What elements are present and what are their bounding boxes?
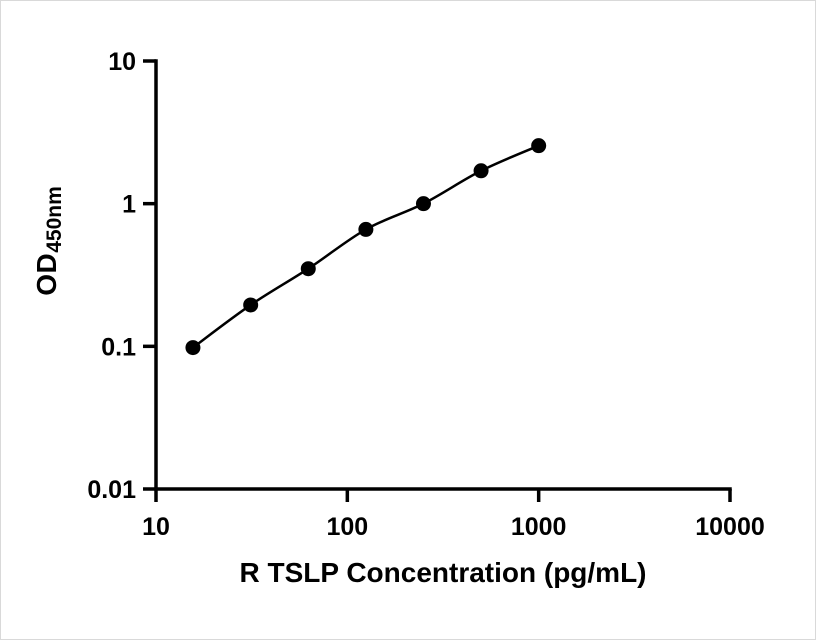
y-tick-label: 1 [122, 191, 136, 219]
y-tick-label: 0.1 [101, 333, 136, 361]
x-tick-label: 100 [326, 513, 368, 541]
y-axis-title-subscript: 450nm [43, 186, 66, 253]
x-tick-label: 1000 [511, 513, 567, 541]
data-point [300, 261, 316, 277]
axes [154, 59, 732, 491]
y-tick-label: 0.01 [87, 476, 136, 504]
y-axis-title: OD450nm [31, 186, 66, 296]
x-tick-label: 10000 [695, 513, 765, 541]
y-axis-title-main: OD [31, 252, 62, 296]
data-point [415, 196, 431, 212]
data-point [185, 340, 201, 356]
standard-curve-line [192, 144, 540, 349]
data-point [473, 163, 489, 179]
data-point [358, 221, 374, 237]
data-point [243, 297, 259, 313]
x-axis-title: R TSLP Concentration (pg/mL) [239, 557, 647, 588]
x-tick-label: 10 [142, 513, 170, 541]
data-point [531, 138, 547, 154]
y-tick-label: 10 [108, 48, 136, 76]
